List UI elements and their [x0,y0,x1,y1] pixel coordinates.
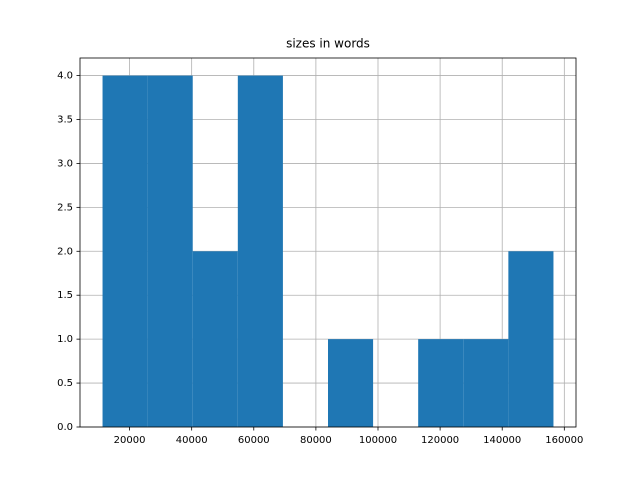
y-tick-label: 3.0 [57,158,73,169]
x-tick-label: 120000 [421,435,459,446]
bar [418,339,464,427]
x-tick-label: 80000 [300,435,332,446]
y-tick-label: 0.5 [57,378,73,389]
y-tick-label: 2.0 [57,246,73,257]
bar [328,339,374,427]
y-tick-label: 2.5 [57,202,73,213]
bar [237,75,283,428]
x-tick-label: 60000 [238,435,270,446]
bar [192,251,238,427]
bar [508,251,554,427]
axes-frame [79,57,577,428]
y-tick-label: 4.0 [57,71,73,82]
x-tick-label: 40000 [176,435,208,446]
x-tick-label: 100000 [359,435,397,446]
x-tick-label: 20000 [114,435,146,446]
x-tick-label: 160000 [545,435,583,446]
y-tick-label: 1.0 [57,334,73,345]
y-tick-label: 3.5 [57,115,73,126]
bar [147,75,193,428]
bar [463,339,509,427]
y-tick-label: 1.5 [57,290,73,301]
chart-title: sizes in words [286,37,370,51]
x-tick-label: 140000 [483,435,521,446]
y-tick-label: 0.0 [57,422,73,433]
bar [102,75,148,428]
